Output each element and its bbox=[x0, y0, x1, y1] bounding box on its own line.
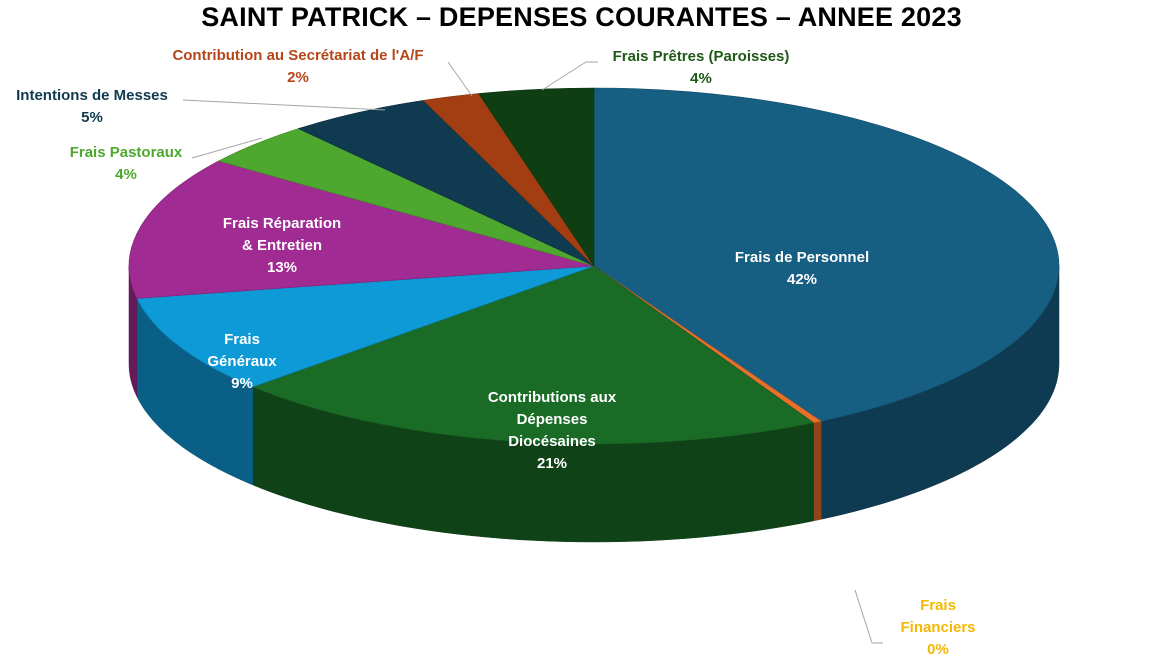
slice-category-label-6: Intentions de Messes bbox=[16, 87, 168, 104]
pie-side-walls bbox=[128, 265, 1060, 543]
pie-slice-3 bbox=[136, 265, 595, 388]
slice-value-label-7: 2% bbox=[287, 69, 309, 86]
pie-wall-1 bbox=[813, 421, 822, 522]
leader-line-5 bbox=[191, 137, 263, 159]
slice-value-label-6: 5% bbox=[81, 109, 103, 126]
pie-slice-4 bbox=[128, 160, 595, 299]
leader-line-8 bbox=[541, 61, 598, 91]
slice-category-label-4: Frais Réparation bbox=[223, 215, 341, 232]
slice-category-label-1: Frais bbox=[920, 597, 956, 614]
slice-category-label-5: Frais Pastoraux bbox=[70, 144, 183, 161]
slice-category-label-2: Diocésaines bbox=[508, 433, 596, 450]
pie-slice-0 bbox=[593, 87, 1060, 422]
pie-slice-2 bbox=[251, 265, 815, 445]
pie-top bbox=[128, 87, 1060, 445]
leader-line-1 bbox=[854, 589, 883, 644]
slice-value-label-0: 42% bbox=[787, 271, 817, 288]
slice-value-label-1: 0% bbox=[927, 641, 949, 658]
pie-slice-8 bbox=[478, 87, 595, 267]
pie-labels: Frais de Personnel 42% Frais Financiers 0% Co… bbox=[16, 47, 975, 658]
slice-category-label-2: Contributions aux bbox=[488, 389, 617, 406]
slice-value-label-5: 4% bbox=[115, 166, 137, 183]
slice-category-label-7: Contribution au Secrétariat de l'A/F bbox=[172, 47, 423, 64]
slice-value-label-2: 21% bbox=[537, 455, 567, 472]
slice-category-label-3: Généraux bbox=[207, 353, 277, 370]
slice-value-label-8: 4% bbox=[690, 70, 712, 87]
chart-title: SAINT PATRICK – DEPENSES COURANTES – ANN… bbox=[201, 2, 962, 32]
slice-category-label-3: Frais bbox=[224, 331, 260, 348]
leader-line-7 bbox=[447, 61, 473, 97]
slice-category-label-0: Frais de Personnel bbox=[735, 249, 869, 266]
slice-category-label-4: & Entretien bbox=[242, 237, 322, 254]
slice-value-label-4: 13% bbox=[267, 259, 297, 276]
slice-category-label-1: Financiers bbox=[900, 619, 975, 636]
leader-line-6 bbox=[182, 99, 386, 111]
slice-category-label-8: Frais Prêtres (Paroisses) bbox=[613, 48, 790, 65]
slice-value-label-3: 9% bbox=[231, 375, 253, 392]
pie-slice-6 bbox=[297, 100, 595, 267]
slice-category-label-2: Dépenses bbox=[517, 411, 588, 428]
